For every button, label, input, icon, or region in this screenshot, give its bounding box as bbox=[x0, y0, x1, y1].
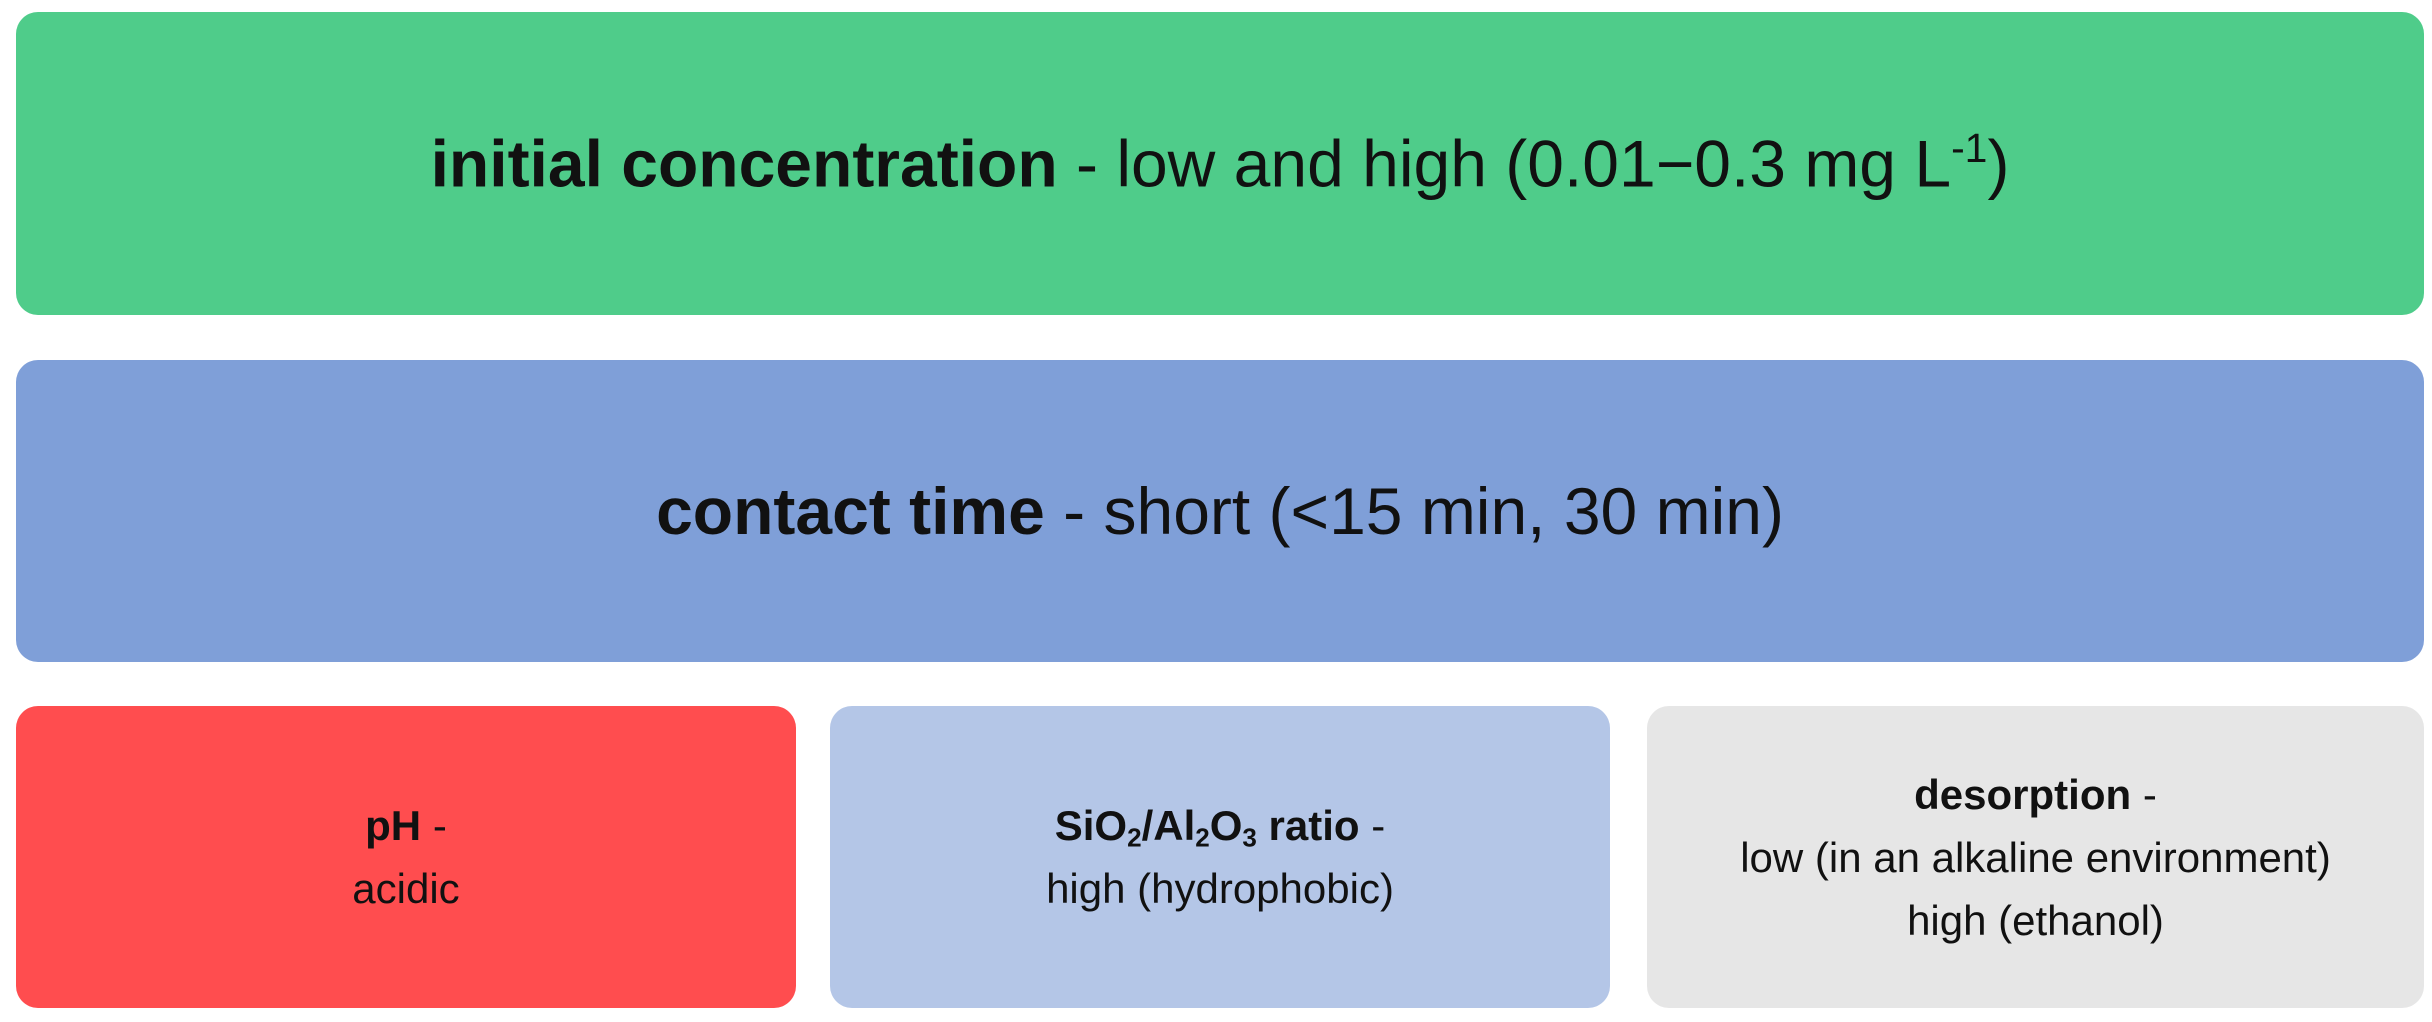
box-text: initial concentration - low and high (0.… bbox=[431, 125, 2010, 202]
subscript: 2 bbox=[1195, 822, 1210, 853]
description: high (ethanol) bbox=[1907, 896, 2164, 944]
label: SiO2/Al2O3 ratio bbox=[1054, 801, 1360, 853]
description: high (hydrophobic) bbox=[1046, 865, 1394, 913]
ratio-box: SiO2/Al2O3 ratio - high (hydrophobic) bbox=[830, 706, 1610, 1008]
label-part: ratio bbox=[1256, 801, 1360, 849]
separator: - bbox=[432, 802, 447, 849]
ph-box: pH - acidic bbox=[16, 706, 796, 1008]
label: desorption bbox=[1914, 770, 2132, 818]
description: acidic bbox=[352, 865, 460, 912]
label: pH bbox=[365, 802, 422, 849]
label-part: SiO bbox=[1054, 801, 1128, 849]
desorption-box: desorption - low (in an alkaline environm… bbox=[1647, 706, 2424, 1008]
box-text: contact time - short (<15 min, 30 min) bbox=[656, 473, 1784, 549]
box-text: pH - acidic bbox=[352, 794, 459, 920]
label-part: O bbox=[1209, 801, 1243, 849]
subscript: 3 bbox=[1242, 822, 1257, 853]
superscript: -1 bbox=[1951, 125, 1988, 172]
box-text: SiO2/Al2O3 ratio - high (hydrophobic) bbox=[1046, 794, 1394, 921]
description: low (in an alkaline environment) bbox=[1740, 833, 2331, 881]
contact-time-box: contact time - short (<15 min, 30 min) bbox=[16, 360, 2424, 662]
label: contact time bbox=[656, 474, 1045, 548]
separator: - bbox=[2142, 770, 2157, 818]
separator: - bbox=[1371, 801, 1386, 849]
label-part: /Al bbox=[1141, 801, 1196, 849]
label: initial concentration bbox=[430, 126, 1058, 201]
concentration-box: initial concentration - low and high (0.… bbox=[16, 12, 2424, 315]
box-text: desorption - low (in an alkaline environm… bbox=[1740, 763, 2331, 952]
subscript: 2 bbox=[1127, 822, 1142, 853]
description: ) bbox=[1987, 126, 2010, 201]
description: - short (<15 min, 30 min) bbox=[1063, 474, 1784, 548]
description: - low and high (0.01−0.3 mg L bbox=[1076, 126, 1952, 201]
